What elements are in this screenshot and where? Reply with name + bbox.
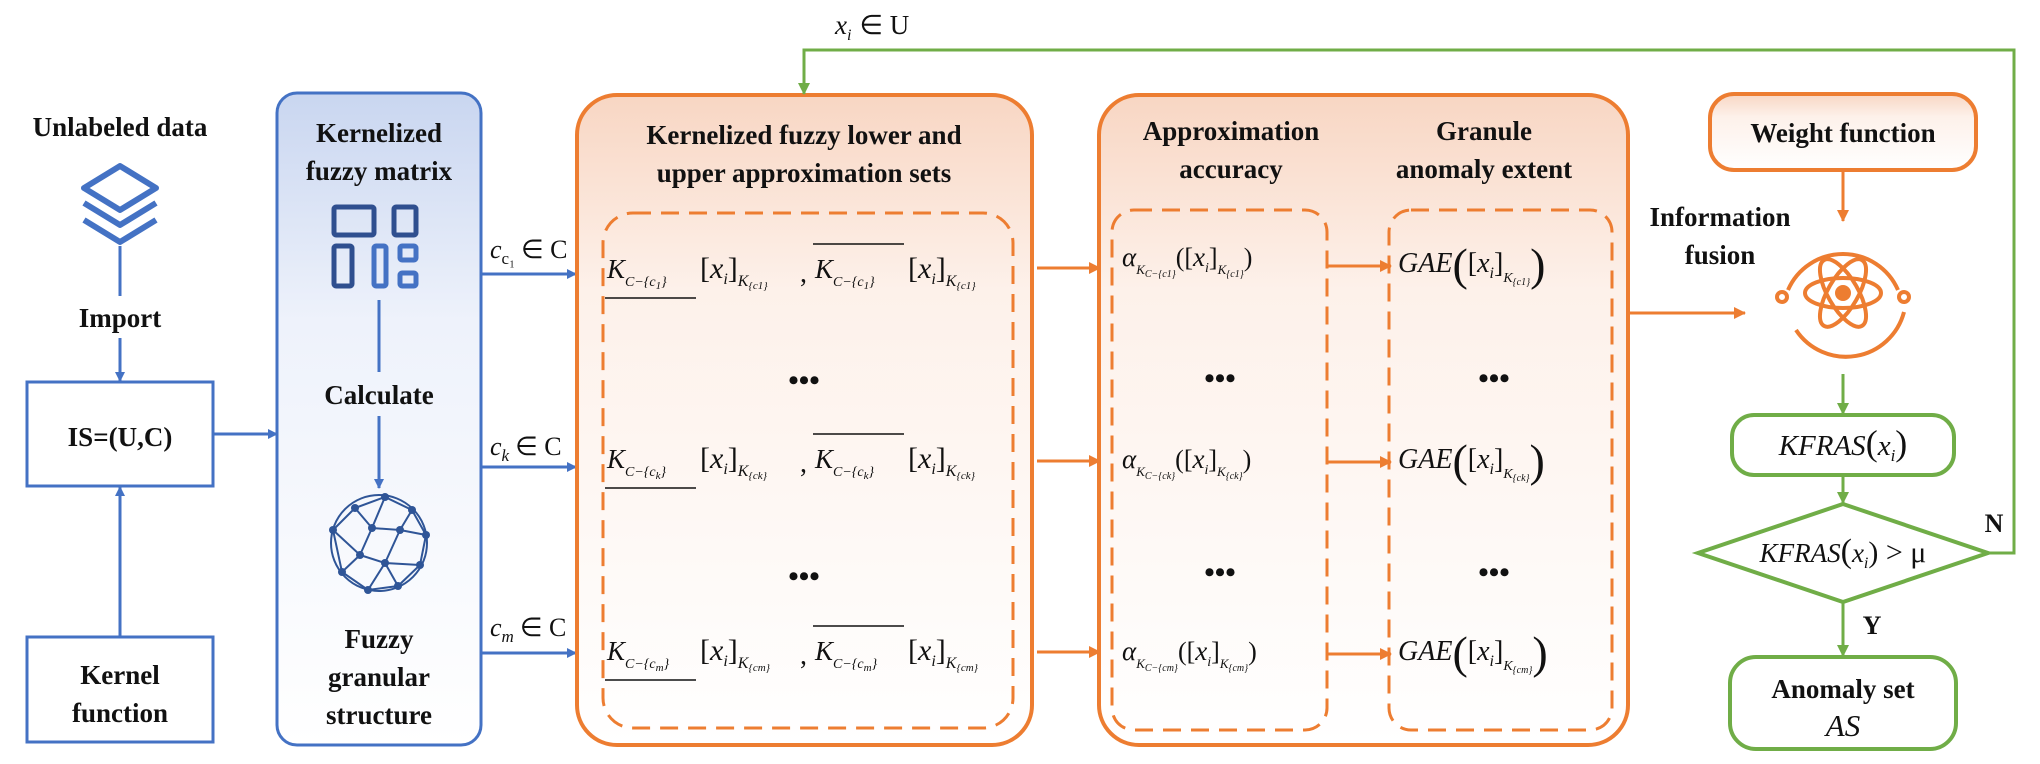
attr-arrow-cm: cm ∈ C xyxy=(481,613,577,658)
approx-title-line1: Kernelized fuzzy lower and xyxy=(646,120,961,150)
anomaly-set-symbol: AS xyxy=(1824,708,1860,743)
gae-dashed-box xyxy=(1387,208,1614,732)
svg-text:cm∈ C: cm ∈ C xyxy=(490,613,566,646)
approx-dashed-box xyxy=(601,211,1015,730)
atom-icon xyxy=(1775,251,1911,359)
gae-title-line2: anomaly extent xyxy=(1396,154,1572,184)
accuracy-dashed-box xyxy=(1110,208,1329,732)
kernel-label-line2: function xyxy=(72,698,168,728)
approx-dots-1: ••• xyxy=(788,364,820,397)
approx-title-line2: upper approximation sets xyxy=(657,158,952,188)
structure-line1: Fuzzy xyxy=(345,624,414,654)
is-box xyxy=(25,380,215,488)
matrix-title-line1: Kernelized xyxy=(316,118,442,148)
accuracy-gae-panel xyxy=(1097,93,1630,747)
accuracy-dots-1: ••• xyxy=(1204,362,1236,395)
approx-sets-panel xyxy=(575,93,1034,747)
feedback-label: xi ∈ U xyxy=(834,10,909,44)
fusion-label-line2: fusion xyxy=(1685,240,1756,270)
matrix-title-line2: fuzzy matrix xyxy=(306,156,453,186)
attr-arrow-c1: cc₁ ∈ C xyxy=(481,235,577,279)
svg-text:,: , xyxy=(800,448,807,479)
kernel-label-line1: Kernel xyxy=(80,660,160,690)
layers-icon xyxy=(81,163,159,245)
svg-text:,: , xyxy=(800,640,807,671)
unlabeled-data-label: Unlabeled data xyxy=(33,112,208,142)
layout-grid-icon xyxy=(331,204,419,289)
gae-dots-2: ••• xyxy=(1478,556,1510,589)
structure-line2: granular xyxy=(328,662,430,692)
svg-text:ck∈ C: ck ∈ C xyxy=(490,432,562,465)
import-label: Import xyxy=(79,303,162,333)
anomaly-set-box xyxy=(1728,655,1958,751)
sphere-nodes xyxy=(329,493,430,594)
calculate-label: Calculate xyxy=(324,380,433,410)
accuracy-dots-2: ••• xyxy=(1204,556,1236,589)
kfras-label: KFRAS(xi) xyxy=(1778,423,1908,465)
structure-line3: structure xyxy=(326,700,432,730)
feedback-loop-arrow xyxy=(798,48,2016,555)
weight-function-label: Weight function xyxy=(1750,118,1935,148)
attr-arrow-ck: ck ∈ C xyxy=(481,432,577,472)
decision-label: KFRAS(xi) > μ xyxy=(1759,533,1927,572)
gae-title-line1: Granule xyxy=(1436,116,1532,146)
is-label: IS=(U,C) xyxy=(68,422,173,452)
gae-dots-1: ••• xyxy=(1478,362,1510,395)
no-label: N xyxy=(1985,509,2004,538)
accuracy-title-line1: Approximation xyxy=(1143,116,1320,146)
kernel-function-box xyxy=(25,635,215,744)
yes-label: Y xyxy=(1863,611,1882,640)
kfras-box xyxy=(1730,413,1956,477)
anomaly-set-label: Anomaly set xyxy=(1771,674,1914,704)
fusion-label-line1: Information xyxy=(1650,202,1791,232)
threshold-decision-diamond xyxy=(1691,501,1995,605)
svg-text:,: , xyxy=(800,258,807,289)
svg-text:cc₁∈ C: cc₁ ∈ C xyxy=(490,235,568,268)
approx-dots-2: ••• xyxy=(788,560,820,593)
accuracy-title-line2: accuracy xyxy=(1179,154,1283,184)
